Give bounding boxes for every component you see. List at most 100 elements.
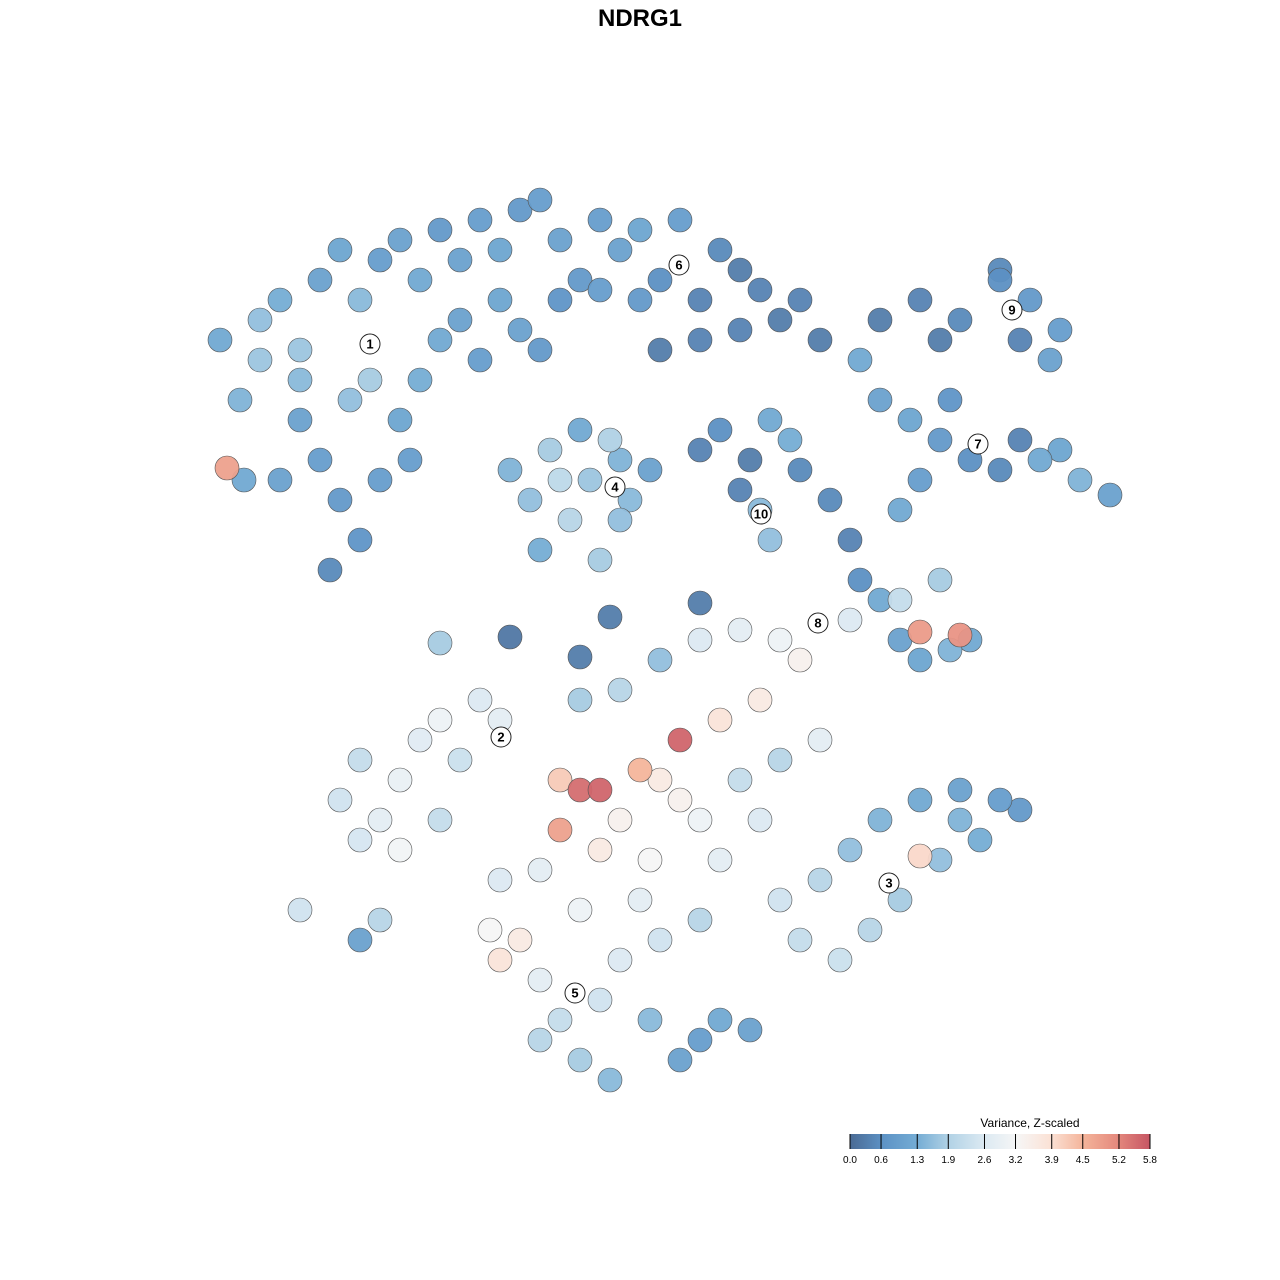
- data-point: [937, 387, 963, 413]
- data-point: [447, 247, 473, 273]
- data-point: [587, 837, 613, 863]
- data-point: [607, 807, 633, 833]
- data-point: [647, 267, 673, 293]
- cluster-label-text: 3: [885, 876, 892, 891]
- data-point: [727, 477, 753, 503]
- data-point: [347, 827, 373, 853]
- cluster-label-badge: [878, 872, 900, 894]
- cluster-label-text: 8: [814, 616, 821, 631]
- data-point: [387, 837, 413, 863]
- cluster-label-text: 10: [754, 507, 768, 522]
- data-point: [767, 627, 793, 653]
- data-point: [497, 624, 523, 650]
- data-point: [787, 287, 813, 313]
- cluster-label-badge: [490, 726, 512, 748]
- cluster-label-badge: [668, 254, 690, 276]
- data-point: [687, 287, 713, 313]
- data-point: [507, 317, 533, 343]
- data-point: [467, 687, 493, 713]
- color-legend: Variance, Z-scaled 0.0 0.6 1.3 1.9 2.6 3.2 3.9…: [843, 1116, 1157, 1166]
- data-point: [987, 267, 1013, 293]
- data-point: [537, 437, 563, 463]
- cluster-label-7: 7: [967, 433, 989, 455]
- cluster-label-badge: [359, 333, 381, 355]
- data-point: [687, 437, 713, 463]
- data-point: [1027, 447, 1053, 473]
- data-point: [327, 237, 353, 263]
- colorbar-tick-label: 1.9: [941, 1155, 955, 1166]
- data-point: [387, 767, 413, 793]
- cluster-label-badge: [807, 612, 829, 634]
- data-point: [427, 707, 453, 733]
- data-point: [727, 317, 753, 343]
- data-point: [527, 967, 553, 993]
- data-point: [907, 287, 933, 313]
- cluster-labels-layer: 1 2 3 4 5 6 7 8 9 10: [359, 254, 1023, 1004]
- data-point: [587, 547, 613, 573]
- data-point: [327, 487, 353, 513]
- data-point: [747, 807, 773, 833]
- data-point: [267, 467, 293, 493]
- data-point: [477, 917, 503, 943]
- data-point: [927, 427, 953, 453]
- data-point: [287, 337, 313, 363]
- data-point: [587, 277, 613, 303]
- data-point: [947, 777, 973, 803]
- data-point: [807, 327, 833, 353]
- data-point: [627, 287, 653, 313]
- data-point: [547, 287, 573, 313]
- cluster-label-4: 4: [604, 476, 626, 498]
- cluster-label-badge: [750, 503, 772, 525]
- data-point: [807, 867, 833, 893]
- data-point: [847, 347, 873, 373]
- data-point: [687, 590, 713, 616]
- data-point: [597, 604, 623, 630]
- data-point: [667, 787, 693, 813]
- data-point: [447, 307, 473, 333]
- data-point: [907, 787, 933, 813]
- data-point: [427, 217, 453, 243]
- data-point: [347, 287, 373, 313]
- cluster-label-text: 5: [571, 986, 578, 1001]
- data-point: [647, 647, 673, 673]
- data-point: [897, 407, 923, 433]
- data-point: [887, 497, 913, 523]
- data-point: [637, 847, 663, 873]
- data-point: [547, 767, 573, 793]
- data-point: [987, 457, 1013, 483]
- data-point: [287, 407, 313, 433]
- data-point: [687, 907, 713, 933]
- points-layer: [207, 187, 1123, 1093]
- data-point: [397, 447, 423, 473]
- colorbar-tick-label: 5.2: [1112, 1155, 1126, 1166]
- data-point: [567, 897, 593, 923]
- data-point: [1047, 317, 1073, 343]
- legend-title: Variance, Z-scaled: [980, 1116, 1079, 1130]
- data-point: [231, 467, 257, 493]
- data-point: [307, 267, 333, 293]
- cluster-label-badge: [967, 433, 989, 455]
- data-point: [367, 807, 393, 833]
- data-point: [267, 287, 293, 313]
- data-point: [427, 630, 453, 656]
- data-point: [577, 467, 603, 493]
- data-point: [407, 267, 433, 293]
- data-point: [1047, 437, 1073, 463]
- data-point: [347, 747, 373, 773]
- data-point: [567, 1047, 593, 1073]
- data-point: [867, 307, 893, 333]
- data-point: [727, 257, 753, 283]
- data-point: [787, 647, 813, 673]
- data-point: [1007, 427, 1033, 453]
- data-point: [687, 627, 713, 653]
- data-point: [447, 747, 473, 773]
- data-point: [947, 807, 973, 833]
- data-point: [947, 307, 973, 333]
- data-point: [707, 417, 733, 443]
- colorbar-tick-label: 0.6: [874, 1155, 888, 1166]
- data-point: [327, 787, 353, 813]
- data-point: [567, 687, 593, 713]
- data-point: [907, 647, 933, 673]
- data-point: [787, 457, 813, 483]
- data-point: [807, 727, 833, 753]
